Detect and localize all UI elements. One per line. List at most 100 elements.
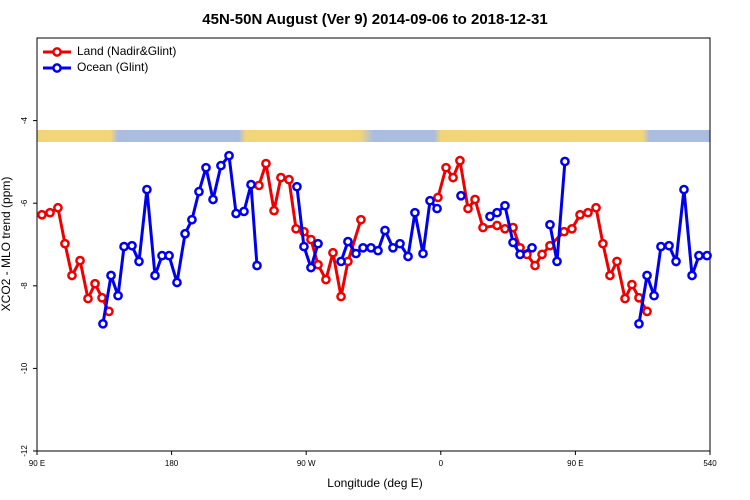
point <box>598 238 608 249</box>
point <box>671 256 681 267</box>
point <box>679 184 689 195</box>
map-strip <box>37 130 710 142</box>
point <box>45 207 55 218</box>
point <box>455 155 465 166</box>
point <box>605 270 615 281</box>
point <box>694 250 704 261</box>
point <box>127 240 137 251</box>
point <box>246 179 256 190</box>
point <box>90 278 100 289</box>
x-tick-label: 180 <box>165 459 179 468</box>
point <box>306 262 316 273</box>
series-line <box>101 152 708 325</box>
point <box>83 293 93 304</box>
x-tick-label: 0 <box>439 459 444 468</box>
point <box>261 158 271 169</box>
point <box>649 290 659 301</box>
point <box>194 186 204 197</box>
point <box>254 180 264 191</box>
point <box>620 293 630 304</box>
x-tick-label: 540 <box>703 459 717 468</box>
point <box>530 260 540 271</box>
series-line <box>41 155 649 313</box>
y-tick-label: -4 <box>20 116 29 124</box>
point <box>119 241 129 252</box>
point <box>492 207 502 218</box>
point <box>292 181 302 192</box>
legend-label: Ocean (Glint) <box>77 60 148 74</box>
point <box>508 237 518 248</box>
point <box>485 211 495 222</box>
point <box>299 241 309 252</box>
point <box>527 242 537 253</box>
point <box>478 222 488 233</box>
point <box>388 242 398 253</box>
point <box>702 250 712 261</box>
point <box>269 205 279 216</box>
point <box>134 256 144 267</box>
point <box>500 200 510 211</box>
y-axis-label: XCO2 - MLO trend (ppm) <box>0 177 13 312</box>
chart-title: 45N-50N August (Ver 9) 2014-09-06 to 201… <box>202 11 547 28</box>
point <box>142 184 152 195</box>
legend-label: Land (Nadir&Glint) <box>77 44 176 58</box>
point <box>37 209 47 220</box>
point <box>231 208 241 219</box>
point <box>252 260 262 271</box>
point <box>634 318 644 329</box>
x-tick-label: 90 E <box>567 459 583 468</box>
legend-marker <box>52 63 62 73</box>
point <box>208 194 218 205</box>
x-axis-label: Longitude (deg E) <box>327 476 422 490</box>
point <box>537 249 547 260</box>
point <box>463 203 473 214</box>
point <box>583 207 593 218</box>
point <box>403 251 413 262</box>
point <box>395 238 405 249</box>
point <box>356 214 366 225</box>
point <box>545 219 555 230</box>
point <box>456 190 466 201</box>
y-tick-label: -6 <box>20 199 29 207</box>
point <box>358 242 368 253</box>
point <box>150 270 160 281</box>
point <box>627 279 637 290</box>
point <box>656 241 666 252</box>
point <box>687 270 697 281</box>
point <box>559 226 569 237</box>
point <box>380 225 390 236</box>
point <box>470 194 480 205</box>
x-tick-label: 90 W <box>297 459 316 468</box>
point <box>351 248 361 259</box>
point <box>575 209 585 220</box>
point <box>500 223 510 234</box>
plot-frame <box>36 37 711 452</box>
point <box>410 207 420 218</box>
point <box>216 160 226 171</box>
point <box>113 290 123 301</box>
point <box>432 203 442 214</box>
point <box>373 245 383 256</box>
point <box>664 240 674 251</box>
point <box>172 277 182 288</box>
point <box>224 150 234 161</box>
legend-marker <box>52 47 62 57</box>
point <box>425 195 435 206</box>
point <box>187 214 197 225</box>
y-tick-label: -8 <box>20 282 29 290</box>
point <box>612 256 622 267</box>
point <box>164 250 174 261</box>
point <box>53 202 63 213</box>
point <box>321 274 331 285</box>
x-tick-label: 90 E <box>29 459 45 468</box>
point <box>67 270 77 281</box>
point <box>433 192 443 203</box>
point <box>180 228 190 239</box>
point <box>106 270 116 281</box>
point <box>642 270 652 281</box>
y-tick-label: -10 <box>20 362 29 374</box>
point <box>276 172 286 183</box>
point <box>418 248 428 259</box>
point <box>75 255 85 266</box>
